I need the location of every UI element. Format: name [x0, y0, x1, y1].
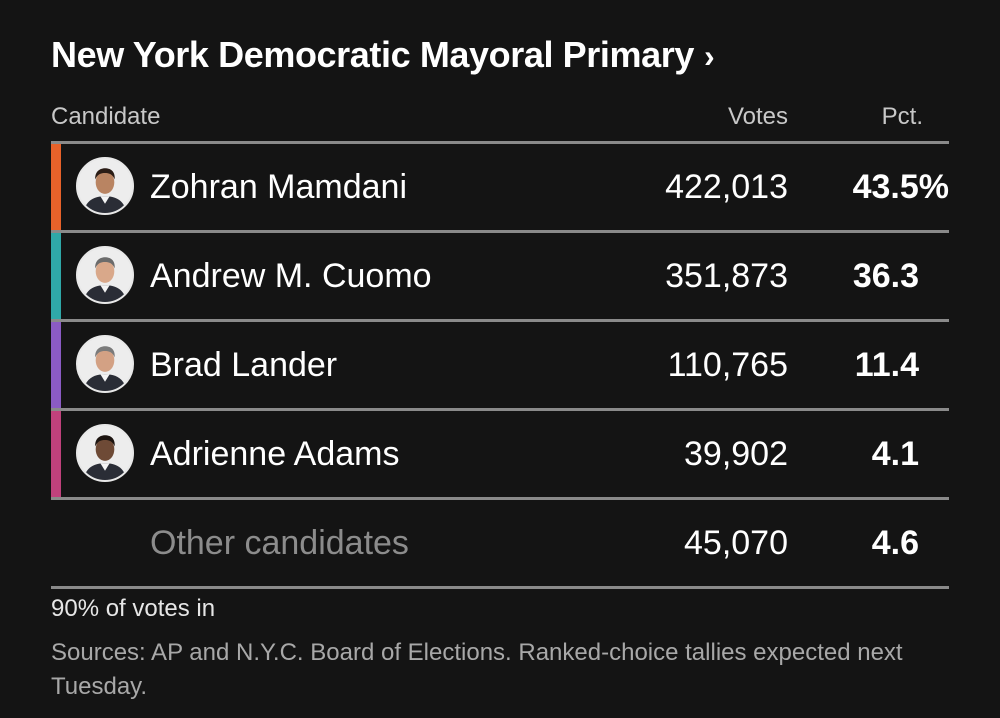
vote-count: 422,013: [665, 168, 788, 206]
table-header: Candidate Votes Pct.: [51, 100, 949, 134]
candidate-name: Brad Lander: [150, 346, 338, 384]
results-widget: New York Democratic Mayoral Primary › Can…: [51, 0, 949, 718]
vote-percentage: 4.6: [871, 524, 919, 562]
table-row-andrew-m-cuomo: Andrew M. Cuomo 351,873 36.3: [51, 233, 949, 322]
table-row-brad-lander: Brad Lander 110,765 11.4: [51, 322, 949, 411]
page-title[interactable]: New York Democratic Mayoral Primary ›: [51, 34, 715, 76]
vote-count: 351,873: [665, 257, 788, 295]
vote-count: 110,765: [667, 346, 788, 384]
vote-count: 45,070: [684, 524, 788, 562]
candidate-color-stripe: [51, 322, 61, 408]
table-row-zohran-mamdani: Zohran Mamdani 422,013 43.5%: [51, 144, 949, 233]
vote-percentage: 11.4: [854, 346, 919, 384]
results-table: Zohran Mamdani 422,013 43.5% Andrew M. Cuom…: [51, 144, 949, 589]
candidate-avatar: [76, 424, 134, 482]
candidate-avatar: [76, 335, 134, 393]
column-header-pct: Pct.: [881, 103, 923, 130]
sources-note: Sources: AP and N.Y.C. Board of Election…: [51, 639, 903, 700]
candidate-avatar: [76, 157, 134, 215]
candidate-avatar: [76, 246, 134, 304]
title-text[interactable]: New York Democratic Mayoral Primary: [51, 34, 694, 75]
column-header-votes: Votes: [727, 103, 788, 130]
candidate-color-stripe: [51, 233, 61, 319]
table-row-adrienne-adams: Adrienne Adams 39,902 4.1: [51, 411, 949, 500]
candidate-name: Other candidates: [150, 524, 409, 562]
column-header-candidate: Candidate: [51, 103, 161, 130]
header-divider: [51, 141, 949, 144]
candidate-name: Andrew M. Cuomo: [150, 257, 432, 295]
vote-percentage: 43.5%: [852, 168, 949, 206]
candidate-name: Adrienne Adams: [150, 435, 400, 473]
vote-percentage: 4.1: [871, 435, 919, 473]
chevron-right-icon[interactable]: ›: [703, 38, 715, 74]
table-row-other-candidates: Other candidates 45,070 4.6: [51, 500, 949, 589]
candidate-name: Zohran Mamdani: [150, 168, 408, 206]
vote-percentage: 36.3: [852, 257, 919, 295]
candidate-color-stripe: [51, 411, 61, 497]
candidate-color-stripe: [51, 144, 61, 230]
reporting-status: 90% of votes in: [51, 595, 216, 622]
vote-count: 39,902: [684, 435, 788, 473]
